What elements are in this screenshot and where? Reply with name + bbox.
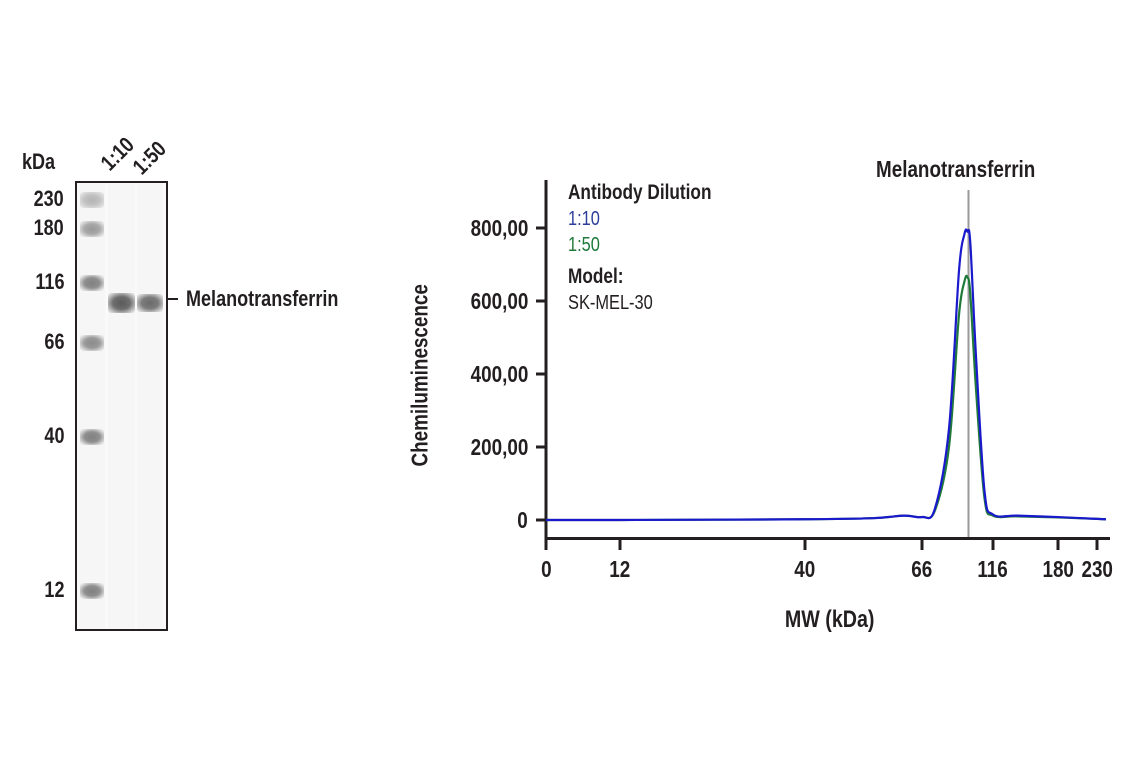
- x-tick-label: 116: [977, 556, 1009, 582]
- target-band-label: Melanotransferrin: [186, 286, 339, 311]
- x-tick-label: 230: [1081, 556, 1113, 582]
- y-tick-label: 400,00: [470, 361, 528, 387]
- ladder-lane: [79, 183, 105, 629]
- y-tick-label: 200,00: [470, 434, 528, 460]
- ladder-band: [80, 221, 104, 237]
- ladder-band: [80, 583, 104, 599]
- y-tick-label: 600,00: [470, 288, 528, 314]
- y-tick-label: 800,00: [470, 215, 528, 241]
- y-ticks: [536, 226, 546, 522]
- x-tick-label: 180: [1042, 556, 1074, 582]
- ladder-band: [80, 429, 104, 445]
- x-tick-label: 0: [540, 556, 552, 582]
- ladder-band: [80, 192, 104, 208]
- series-line-1-10: [545, 228, 1107, 522]
- sample-lane-1: [108, 183, 135, 629]
- mw-marker-label: 40: [43, 423, 64, 448]
- y-tick-label: 0: [517, 507, 528, 533]
- legend: Antibody Dilution 1:10 1:50 Model: SK-ME…: [568, 180, 743, 316]
- mw-marker-label: 12: [43, 577, 64, 602]
- axes: [544, 180, 1110, 540]
- mw-marker-label: 66: [43, 329, 64, 354]
- ladder-band: [80, 275, 104, 291]
- x-ticks: [544, 538, 1099, 550]
- mw-marker-label: 180: [33, 215, 64, 240]
- target-band-tick: [166, 298, 178, 300]
- target-band-lane-2: [137, 294, 163, 312]
- x-axis-label: MW (kDa): [785, 606, 875, 633]
- x-tick-label: 12: [609, 556, 631, 582]
- legend-model-title: Model:: [568, 265, 624, 288]
- sample-lane-2: [137, 183, 163, 629]
- x-tick-label: 66: [911, 556, 933, 582]
- legend-title: Antibody Dilution: [568, 181, 712, 204]
- chart-title: Melanotransferrin: [876, 156, 1036, 182]
- kda-unit-label: kDa: [22, 149, 56, 174]
- legend-entry-1-10: 1:10: [568, 208, 600, 230]
- mw-marker-label: 230: [33, 186, 64, 211]
- legend-entry-1-50: 1:50: [568, 234, 600, 256]
- legend-model-value: SK-MEL-30: [568, 292, 653, 314]
- target-band-lane-1: [108, 293, 135, 313]
- x-tick-label: 40: [794, 556, 816, 582]
- mw-marker-label: 116: [34, 269, 64, 294]
- ladder-band: [80, 335, 104, 351]
- blot-image: [75, 181, 168, 631]
